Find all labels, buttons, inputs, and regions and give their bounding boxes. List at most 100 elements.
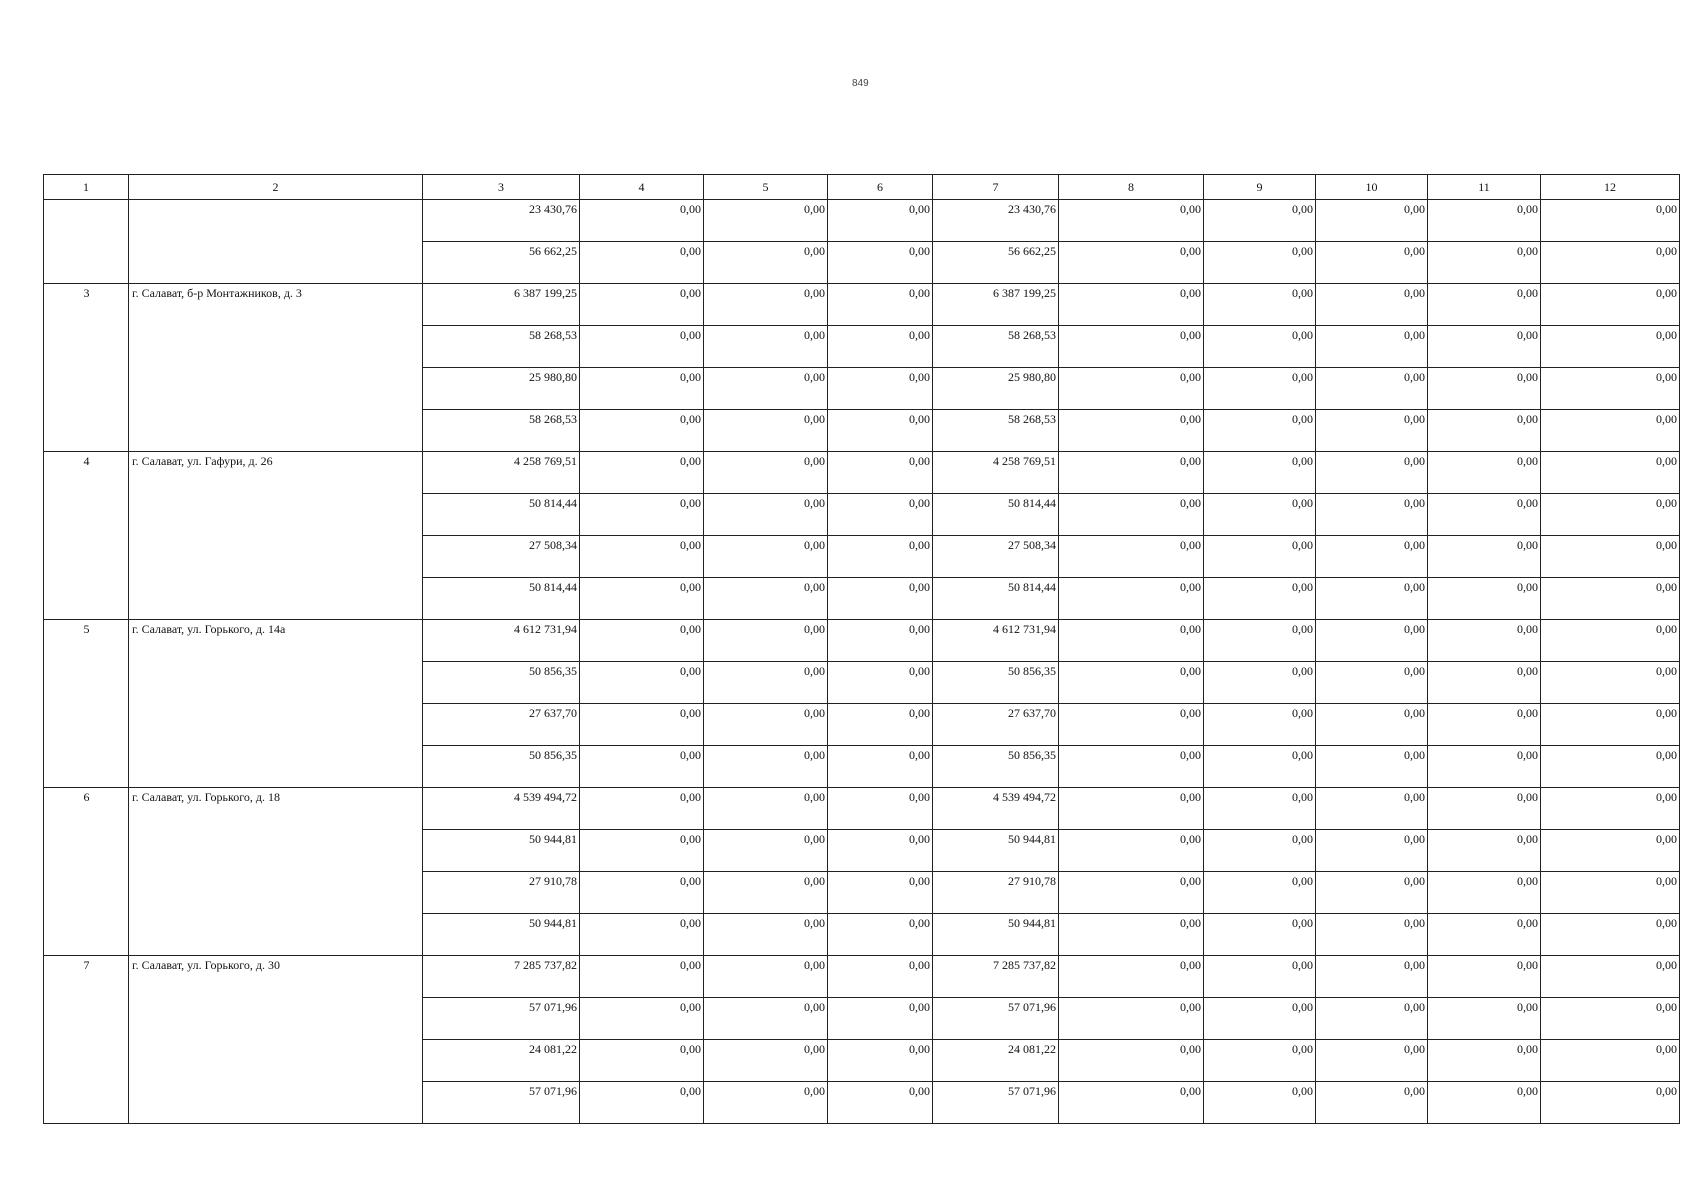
amount-cell-col-3: 50 944,81: [422, 829, 580, 872]
amount-cell-col-5: 0,00: [703, 871, 828, 914]
row-number: 5: [43, 619, 129, 788]
amount-cell-col-11: 0,00: [1427, 745, 1541, 788]
table-row: 27 910,78 0,00 0,00 0,00 27 910,78 0,00 0,00 0,…: [44, 871, 1680, 914]
column-header-6: 6: [827, 174, 933, 200]
amount-cell-col-8: 0,00: [1058, 493, 1204, 536]
address-cell: г. Салават, ул. Горького, д. 18: [128, 787, 423, 956]
page-number: 849: [852, 78, 869, 89]
amount-cell-col-8: 0,00: [1058, 997, 1204, 1040]
amount-cell-col-12: 0,00: [1540, 241, 1680, 284]
amount-cell-col-6: 0,00: [827, 493, 933, 536]
amount-cell-col-4: 0,00: [579, 241, 704, 284]
amount-cell-col-11: 0,00: [1427, 199, 1541, 242]
amount-cell-col-7: 57 071,96: [932, 1081, 1059, 1124]
amount-cell-col-6: 0,00: [827, 283, 933, 326]
amount-cell-col-10: 0,00: [1315, 913, 1428, 956]
amount-cell-col-4: 0,00: [579, 703, 704, 746]
column-header-11: 11: [1427, 174, 1541, 200]
amount-cell-col-11: 0,00: [1427, 1039, 1541, 1082]
amount-cell-col-7: 50 814,44: [932, 577, 1059, 620]
amount-cell-col-10: 0,00: [1315, 997, 1428, 1040]
amount-cell-col-3: 25 980,80: [422, 367, 580, 410]
amount-cell-col-4: 0,00: [579, 661, 704, 704]
amount-cell-col-9: 0,00: [1203, 325, 1316, 368]
amount-cell-col-9: 0,00: [1203, 661, 1316, 704]
amount-cell-col-4: 0,00: [579, 745, 704, 788]
amount-cell-col-6: 0,00: [827, 871, 933, 914]
amount-cell-col-6: 0,00: [827, 829, 933, 872]
amount-cell-col-3: 58 268,53: [422, 325, 580, 368]
amount-cell-col-4: 0,00: [579, 367, 704, 410]
amount-cell-col-11: 0,00: [1427, 577, 1541, 620]
amount-cell-col-7: 27 508,34: [932, 535, 1059, 578]
amount-cell-col-7: 50 944,81: [932, 829, 1059, 872]
amount-cell-col-6: 0,00: [827, 787, 933, 830]
address-cell: г. Салават, ул. Гафури, д. 26: [128, 451, 423, 620]
table-row: 4 г. Салават, ул. Гафури, д. 26 4 258 769,…: [43, 451, 1680, 620]
amount-cell-col-12: 0,00: [1540, 661, 1680, 704]
amount-cell-col-11: 0,00: [1427, 997, 1541, 1040]
amount-cell-col-11: 0,00: [1427, 409, 1541, 452]
amount-cell-col-9: 0,00: [1203, 1081, 1316, 1124]
amount-cell-col-4: 0,00: [579, 829, 704, 872]
amount-cell-col-6: 0,00: [827, 577, 933, 620]
amount-cell-col-6: 0,00: [827, 745, 933, 788]
amount-cell-col-8: 0,00: [1058, 1081, 1204, 1124]
amount-cell-col-6: 0,00: [827, 535, 933, 578]
amount-cell-col-6: 0,00: [827, 619, 933, 662]
amount-cell-col-10: 0,00: [1315, 871, 1428, 914]
amount-cell-col-9: 0,00: [1203, 199, 1316, 242]
amount-cell-col-10: 0,00: [1315, 199, 1428, 242]
amount-cell-col-5: 0,00: [703, 241, 828, 284]
amount-cell-col-5: 0,00: [703, 1081, 828, 1124]
amount-cell-col-3: 58 268,53: [422, 409, 580, 452]
address-cell: [128, 199, 423, 284]
table-row: 50 944,81 0,00 0,00 0,00 50 944,81 0,00 0,00 0,…: [44, 913, 1680, 956]
amount-cell-col-7: 4 612 731,94: [932, 619, 1059, 662]
amount-cell-col-9: 0,00: [1203, 619, 1316, 662]
amount-cell-col-3: 23 430,76: [422, 199, 580, 242]
table-row: 50 856,35 0,00 0,00 0,00 50 856,35 0,00 0,00 0,…: [44, 745, 1680, 788]
amount-cell-col-4: 0,00: [579, 283, 704, 326]
amount-cell-col-6: 0,00: [827, 703, 933, 746]
amount-cell-col-10: 0,00: [1315, 955, 1428, 998]
amount-cell-col-4: 0,00: [579, 997, 704, 1040]
table-row: 27 637,70 0,00 0,00 0,00 27 637,70 0,00 0,00 0,…: [44, 703, 1680, 746]
amount-cell-col-5: 0,00: [703, 493, 828, 536]
amount-cell-col-7: 7 285 737,82: [932, 955, 1059, 998]
address-cell: г. Салават, ул. Горького, д. 14а: [128, 619, 423, 788]
amount-cell-col-12: 0,00: [1540, 367, 1680, 410]
amount-cell-col-8: 0,00: [1058, 535, 1204, 578]
amount-cell-col-5: 0,00: [703, 325, 828, 368]
amount-cell-col-11: 0,00: [1427, 829, 1541, 872]
amount-cell-col-5: 0,00: [703, 955, 828, 998]
amount-cell-col-8: 0,00: [1058, 913, 1204, 956]
amount-cell-col-6: 0,00: [827, 955, 933, 998]
amount-cell-col-8: 0,00: [1058, 787, 1204, 830]
amount-cell-col-4: 0,00: [579, 325, 704, 368]
amount-cell-col-6: 0,00: [827, 661, 933, 704]
amount-cell-col-11: 0,00: [1427, 451, 1541, 494]
table-row: 5 г. Салават, ул. Горького, д. 14а 4 612 7…: [43, 619, 1680, 788]
amount-cell-col-9: 0,00: [1203, 955, 1316, 998]
amount-cell-col-9: 0,00: [1203, 409, 1316, 452]
amount-cell-col-11: 0,00: [1427, 325, 1541, 368]
amount-cell-col-4: 0,00: [579, 1081, 704, 1124]
column-header-7: 7: [932, 174, 1059, 200]
address-cell: г. Салават, ул. Горького, д. 30: [128, 955, 423, 1124]
amount-cell-col-11: 0,00: [1427, 703, 1541, 746]
column-header-5: 5: [703, 174, 828, 200]
amount-cell-col-5: 0,00: [703, 997, 828, 1040]
amount-cell-col-10: 0,00: [1315, 829, 1428, 872]
amount-cell-col-9: 0,00: [1203, 283, 1316, 326]
amount-cell-col-8: 0,00: [1058, 829, 1204, 872]
amount-cell-col-8: 0,00: [1058, 745, 1204, 788]
amount-cell-col-10: 0,00: [1315, 619, 1428, 662]
data-table: 1 2 3 4 5 6 7 8 9 10 11 12 23 430,76 0,00 0,00 0,00 23 …: [43, 174, 1680, 1124]
amount-cell-col-7: 58 268,53: [932, 409, 1059, 452]
amount-cell-col-9: 0,00: [1203, 787, 1316, 830]
amount-cell-col-4: 0,00: [579, 955, 704, 998]
amount-cell-col-7: 6 387 199,25: [932, 283, 1059, 326]
amount-cell-col-4: 0,00: [579, 871, 704, 914]
